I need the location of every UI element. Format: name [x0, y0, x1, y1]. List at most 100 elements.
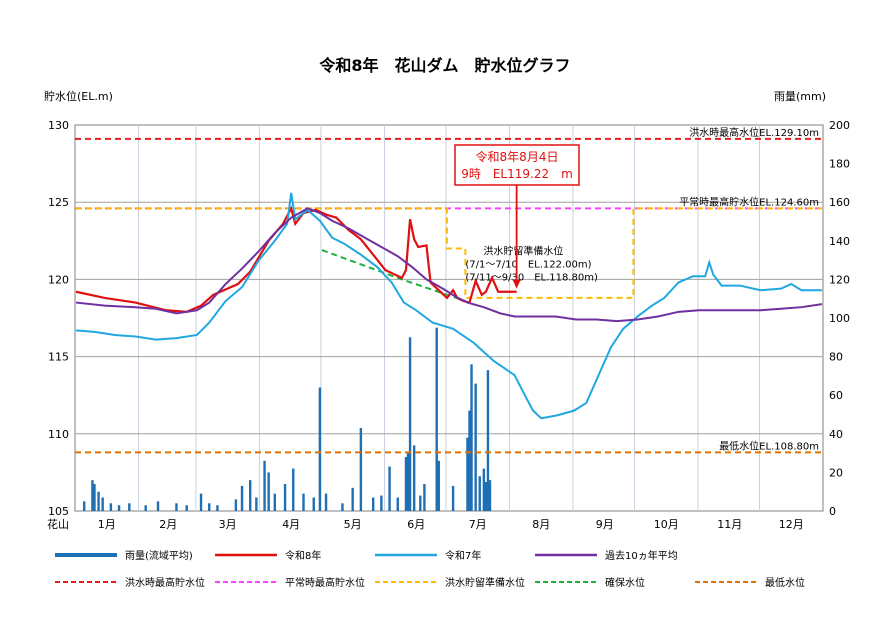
flood-standby-line	[76, 207, 822, 299]
rainfall-bar	[318, 387, 322, 511]
y-axis-label-left: 貯水位(EL.m)	[44, 90, 113, 103]
y-tick-label-right: 40	[829, 428, 843, 441]
rainfall-bar	[478, 476, 481, 511]
y-tick-label-right: 20	[829, 466, 843, 479]
flood-standby-label: (7/1～7/10 EL.122.00m)	[465, 260, 591, 271]
rainfall-bar	[351, 487, 354, 511]
rainfall-bar	[404, 456, 408, 511]
rainfall-bar	[324, 493, 328, 511]
x-tick-label: 6月	[407, 518, 425, 531]
rainfall-bar	[292, 468, 295, 511]
x-tick-label: 1月	[98, 518, 116, 531]
rainfall-bar	[408, 337, 412, 511]
rainfall-bar	[482, 468, 486, 511]
rainfall-bar	[91, 480, 94, 511]
rainfall-bar	[302, 493, 305, 511]
y-tick-label-right: 60	[829, 389, 843, 402]
y-tick-label-right: 140	[829, 235, 850, 248]
legend-label: 確保水位	[605, 576, 645, 589]
rainfall-bar	[437, 460, 440, 511]
y-tick-label-left: 105	[48, 505, 69, 518]
rainfall-bar	[380, 495, 383, 511]
legend-label: 平常時最高貯水位	[285, 576, 365, 589]
legend-label: 雨量(流域平均)	[125, 549, 193, 562]
rainfall-bar	[406, 453, 410, 511]
legend-label: 最低水位	[765, 576, 805, 589]
rainfall-bar	[83, 501, 86, 511]
y-tick-label-right: 160	[829, 196, 850, 209]
y-tick-label-left: 110	[48, 428, 69, 441]
chart-title: 令和8年 花山ダム 貯水位グラフ	[319, 56, 571, 75]
rainfall-bar	[396, 497, 399, 511]
rainfall-bar	[468, 410, 471, 511]
y-tick-label-right: 120	[829, 273, 850, 286]
rainfall-bar	[435, 327, 438, 511]
x-tick-label: 7月	[469, 518, 487, 531]
rainfall-bar	[263, 460, 266, 511]
rainfall-bar	[466, 437, 469, 511]
x-tick-label: 10月	[654, 518, 679, 531]
secure-level-line	[321, 249, 466, 302]
rainfall-bar	[419, 495, 422, 511]
rainfall-bar	[267, 472, 270, 511]
x-tick-label: 8月	[532, 518, 550, 531]
y-axis-label-right: 雨量(mm)	[774, 90, 827, 103]
callout-level: 9時 EL119.22 m	[461, 167, 573, 181]
rainfall-bar	[249, 480, 252, 511]
y-tick-label-right: 100	[829, 312, 850, 325]
rainfall-bar	[488, 480, 492, 511]
rainfall-bar	[175, 503, 178, 511]
rainfall-bar	[273, 493, 277, 511]
x-tick-label: 5月	[344, 518, 362, 531]
legend-label: 洪水時最高貯水位	[125, 576, 205, 589]
y-tick-label-left: 130	[48, 119, 69, 132]
rainfall-bar	[486, 370, 490, 511]
rainfall-bar	[240, 485, 244, 511]
rainfall-bar	[93, 483, 96, 511]
callout-box	[454, 144, 580, 186]
rainfall-bar	[484, 482, 488, 511]
flood-standby-label: (7/11～9/30 EL.118.80m)	[465, 273, 598, 284]
series-line	[75, 192, 822, 420]
legend-label: 洪水貯留準備水位	[445, 576, 525, 589]
y-tick-label-left: 120	[48, 273, 69, 286]
y-tick-label-left: 115	[48, 351, 69, 364]
rainfall-bar	[470, 364, 473, 511]
x-tick-label: 3月	[219, 518, 237, 531]
x-tick-label: 4月	[282, 518, 300, 531]
rainfall-bar	[255, 497, 258, 511]
legend-label: 令和7年	[445, 549, 481, 562]
rainfall-bar	[341, 503, 344, 511]
y-tick-label-right: 80	[829, 351, 843, 364]
rainfall-bar	[216, 505, 219, 511]
x-tick-label: 11月	[717, 518, 742, 531]
rainfall-bar	[283, 483, 287, 511]
rainfall-bar	[388, 466, 391, 511]
rainfall-bar	[234, 499, 238, 511]
rainfall-bar	[474, 383, 477, 511]
x-tick-label: 9月	[596, 518, 614, 531]
y-tick-label-right: 180	[829, 158, 850, 171]
x-tick-label: 12月	[779, 518, 804, 531]
reference-line-label: 洪水時最高水位EL.129.10m	[689, 126, 819, 139]
rainfall-bar	[312, 497, 315, 511]
rainfall-bar	[144, 505, 147, 511]
rainfall-bar	[101, 497, 104, 511]
y-tick-label-right: 0	[829, 505, 836, 518]
x-tick-label: 2月	[159, 518, 177, 531]
rainfall-bar	[117, 505, 121, 511]
rainfall-bar	[199, 493, 203, 511]
rainfall-bar	[371, 497, 375, 511]
reference-line-label: 平常時最高貯水位EL.124.60m	[679, 195, 819, 208]
rainfall-bar	[423, 483, 426, 511]
rainfall-bar	[359, 428, 363, 511]
series-line	[75, 207, 823, 323]
rainfall-bar	[412, 445, 416, 511]
rainfall-bar	[451, 485, 455, 511]
rainfall-bar	[128, 503, 131, 511]
rainfall-bar	[156, 501, 160, 511]
rainfall-bar	[185, 505, 188, 511]
y-tick-label-left: 125	[48, 196, 69, 209]
rainfall-bar	[109, 503, 113, 511]
